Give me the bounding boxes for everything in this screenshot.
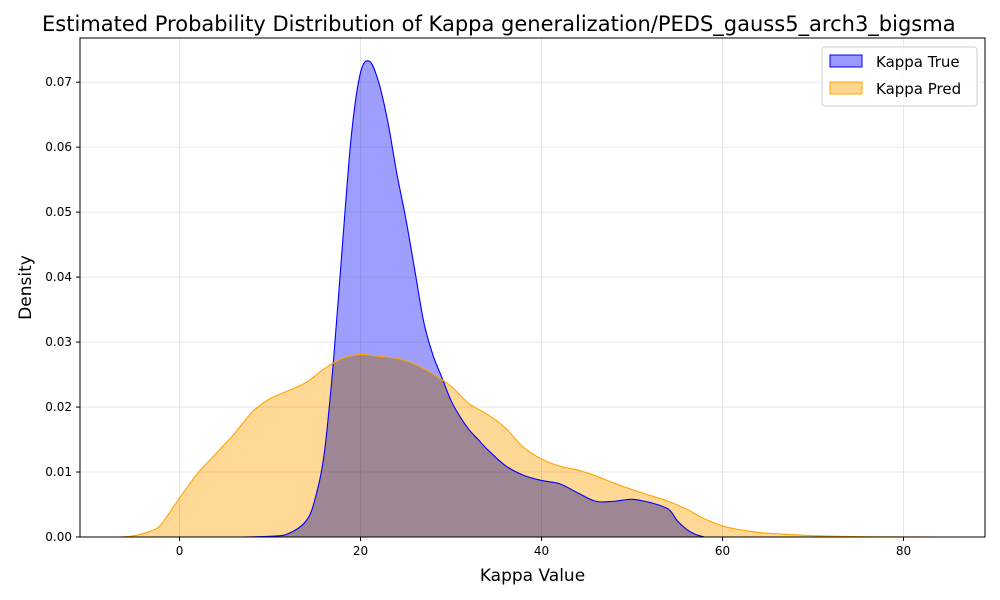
legend-label-kappa-true: Kappa True: [876, 53, 960, 71]
legend-label-kappa-pred: Kappa Pred: [876, 80, 961, 98]
y-tick-label: 0.04: [45, 270, 72, 284]
area-kappa-pred: [120, 354, 945, 537]
chart-title: Estimated Probability Distribution of Ka…: [42, 12, 956, 37]
legend-swatch-kappa-true: [829, 54, 863, 68]
y-tick-label: 0.00: [45, 530, 72, 544]
x-tick-label: 40: [534, 544, 549, 558]
x-tick-label: 0: [176, 544, 184, 558]
x-tick-label: 20: [353, 544, 368, 558]
x-axis-ticks: 0 20 40 60 80: [176, 537, 911, 558]
legend-swatch-kappa-pred: [829, 81, 863, 95]
y-tick-label: 0.06: [45, 140, 72, 154]
y-axis-label: Density: [16, 255, 36, 320]
x-tick-label: 80: [896, 544, 911, 558]
x-axis-label: Kappa Value: [480, 566, 585, 586]
y-axis-ticks: 0.00 0.01 0.02 0.03 0.04 0.05 0.06 0.07: [45, 75, 80, 544]
plot-frame: [79, 37, 986, 538]
y-tick-label: 0.07: [45, 75, 72, 89]
density-lines: [120, 60, 945, 538]
y-tick-label: 0.03: [45, 335, 72, 349]
line-kappa-pred: [120, 353, 945, 538]
y-tick-label: 0.05: [45, 205, 72, 219]
x-tick-label: 60: [715, 544, 730, 558]
y-tick-label: 0.02: [45, 400, 72, 414]
y-tick-label: 0.01: [45, 465, 72, 479]
density-fills: [120, 60, 945, 538]
line-kappa-true: [242, 60, 705, 538]
legend: Kappa True Kappa Pred: [821, 46, 978, 107]
